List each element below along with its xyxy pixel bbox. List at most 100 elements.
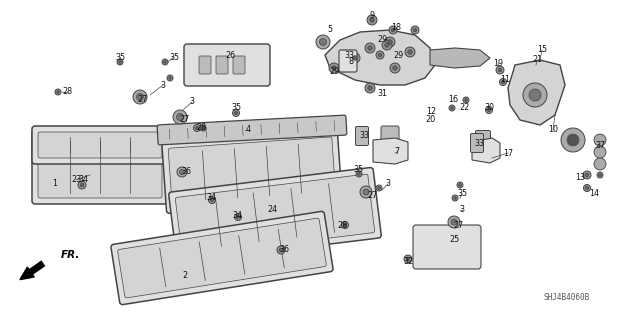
- Text: 2: 2: [182, 271, 188, 279]
- Circle shape: [452, 195, 458, 201]
- Text: 4: 4: [246, 125, 250, 135]
- FancyBboxPatch shape: [162, 131, 342, 213]
- Circle shape: [316, 35, 330, 49]
- Circle shape: [449, 105, 455, 111]
- FancyBboxPatch shape: [32, 130, 168, 204]
- Circle shape: [164, 61, 166, 63]
- Text: 15: 15: [537, 46, 547, 55]
- FancyBboxPatch shape: [111, 211, 333, 305]
- Polygon shape: [472, 138, 500, 163]
- FancyBboxPatch shape: [381, 126, 399, 144]
- Text: 23: 23: [71, 175, 81, 184]
- Circle shape: [454, 197, 456, 199]
- FancyBboxPatch shape: [476, 130, 490, 145]
- Circle shape: [370, 18, 374, 22]
- Text: 33: 33: [359, 130, 369, 139]
- FancyBboxPatch shape: [339, 48, 355, 72]
- Text: 29: 29: [378, 35, 388, 44]
- Text: 34: 34: [232, 211, 242, 219]
- Text: 1: 1: [52, 179, 58, 188]
- Circle shape: [389, 26, 397, 34]
- Circle shape: [594, 158, 606, 170]
- Circle shape: [177, 114, 184, 121]
- Text: 3: 3: [189, 98, 195, 107]
- Circle shape: [358, 173, 360, 175]
- Circle shape: [234, 213, 241, 220]
- Text: 3: 3: [385, 180, 390, 189]
- Circle shape: [162, 59, 168, 65]
- FancyBboxPatch shape: [339, 50, 357, 72]
- Circle shape: [391, 28, 395, 32]
- Text: 33: 33: [474, 138, 484, 147]
- Text: 25: 25: [450, 235, 460, 244]
- Text: 37: 37: [595, 140, 605, 150]
- Text: 11: 11: [500, 76, 510, 85]
- Circle shape: [365, 83, 375, 93]
- Text: 14: 14: [589, 189, 599, 198]
- Circle shape: [388, 40, 392, 44]
- Circle shape: [597, 172, 603, 178]
- Text: 24: 24: [267, 205, 277, 214]
- Circle shape: [393, 66, 397, 70]
- Circle shape: [501, 80, 504, 84]
- Circle shape: [585, 173, 589, 177]
- Circle shape: [57, 91, 60, 93]
- Circle shape: [411, 26, 419, 34]
- Circle shape: [118, 61, 122, 63]
- Text: 35: 35: [115, 53, 125, 62]
- Text: 35: 35: [231, 103, 241, 113]
- Circle shape: [356, 171, 362, 177]
- Circle shape: [408, 50, 412, 54]
- Text: FR.: FR.: [60, 250, 80, 260]
- Circle shape: [55, 89, 61, 95]
- Circle shape: [234, 111, 237, 115]
- Text: 32: 32: [403, 257, 413, 266]
- FancyBboxPatch shape: [169, 167, 381, 263]
- Circle shape: [568, 135, 578, 145]
- FancyBboxPatch shape: [470, 133, 483, 152]
- Text: 5: 5: [328, 26, 333, 34]
- Circle shape: [385, 43, 389, 47]
- Circle shape: [169, 77, 172, 79]
- Text: 28: 28: [62, 87, 72, 97]
- Circle shape: [567, 134, 579, 146]
- Circle shape: [80, 183, 84, 187]
- Text: 10: 10: [548, 125, 558, 135]
- Text: 34: 34: [206, 194, 216, 203]
- Text: 36: 36: [181, 167, 191, 176]
- Circle shape: [459, 184, 461, 186]
- Circle shape: [376, 185, 382, 191]
- Text: 28: 28: [337, 220, 347, 229]
- FancyBboxPatch shape: [38, 132, 162, 158]
- Circle shape: [117, 59, 123, 65]
- Circle shape: [594, 134, 606, 146]
- Text: 17: 17: [503, 149, 513, 158]
- Text: 30: 30: [484, 102, 494, 112]
- Circle shape: [195, 126, 198, 130]
- Circle shape: [586, 186, 589, 189]
- FancyBboxPatch shape: [422, 232, 472, 262]
- Circle shape: [368, 86, 372, 90]
- FancyBboxPatch shape: [355, 127, 369, 145]
- Circle shape: [211, 198, 214, 202]
- Circle shape: [523, 83, 547, 107]
- Circle shape: [232, 109, 239, 116]
- Circle shape: [367, 15, 377, 25]
- Text: 34: 34: [78, 175, 88, 184]
- FancyBboxPatch shape: [184, 44, 270, 86]
- Circle shape: [382, 40, 392, 50]
- Polygon shape: [430, 48, 490, 68]
- Circle shape: [368, 46, 372, 50]
- Text: 27: 27: [367, 190, 377, 199]
- Text: 12: 12: [426, 108, 436, 116]
- Text: 31: 31: [377, 88, 387, 98]
- Circle shape: [236, 215, 239, 219]
- Circle shape: [167, 75, 173, 81]
- Text: 27: 27: [454, 220, 464, 229]
- Circle shape: [496, 66, 504, 74]
- Text: 29: 29: [329, 68, 339, 77]
- FancyBboxPatch shape: [216, 56, 228, 74]
- FancyBboxPatch shape: [233, 56, 245, 74]
- Circle shape: [499, 78, 506, 85]
- Polygon shape: [325, 30, 435, 85]
